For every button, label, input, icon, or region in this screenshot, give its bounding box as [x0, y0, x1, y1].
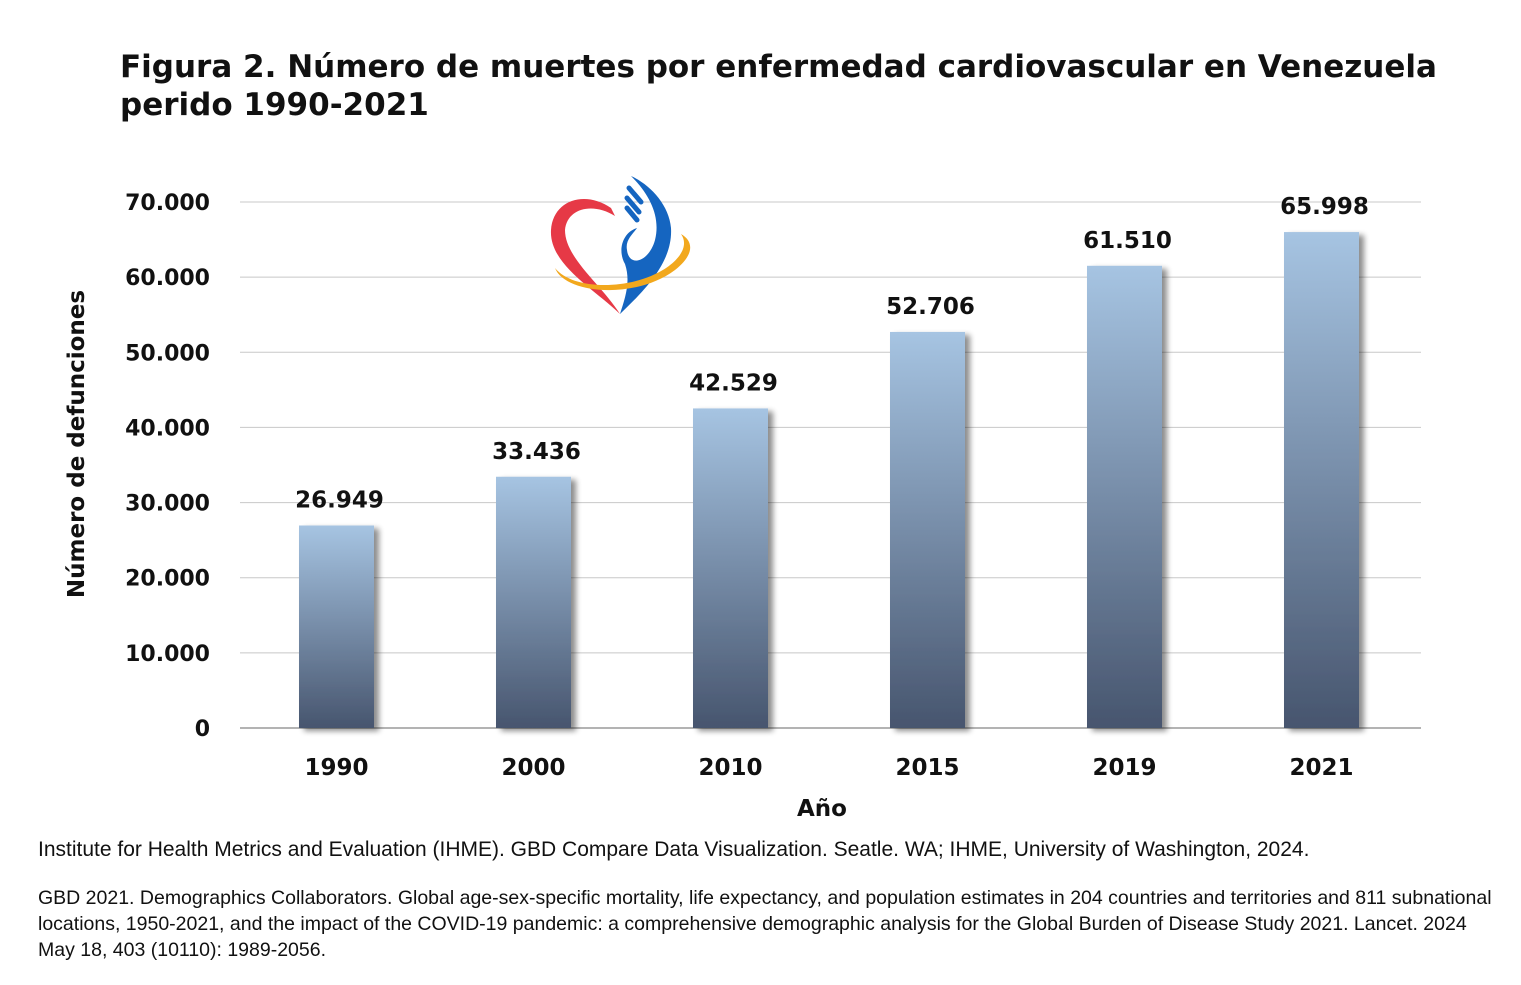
bars: [299, 232, 1359, 728]
x-tick-label: 1990: [304, 755, 368, 781]
y-tick-label: 40.000: [125, 416, 210, 441]
heart-logo: [550, 176, 691, 314]
chart-title: Figura 2. Número de muertes por enfermed…: [120, 49, 1437, 123]
bar: [299, 525, 374, 728]
logo-red-heart-stroke: [550, 199, 620, 314]
x-tick-labels: 1990 2000 2010 2015 2019 2021: [304, 755, 1353, 781]
data-label: 65.998: [1280, 194, 1369, 220]
bar: [1087, 265, 1162, 728]
x-tick-label: 2000: [501, 755, 565, 781]
source-citation-ihme: Institute for Health Metrics and Evaluat…: [38, 838, 1310, 861]
logo-yellow-ring: [555, 234, 691, 291]
bar: [693, 408, 768, 728]
logo-blue-fingers: [624, 185, 644, 223]
y-tick-labels: 0 10.000 20.000 30.000 40.000 50.000 60.000 70.…: [125, 191, 210, 742]
data-label: 61.510: [1083, 228, 1172, 254]
y-tick-label: 70.000: [125, 191, 210, 216]
x-tick-label: 2021: [1289, 755, 1353, 781]
bar: [496, 476, 571, 728]
y-tick-label: 20.000: [125, 567, 210, 592]
bar-chart: 0 10.000 20.000 30.000 40.000 50.000 60.000 70.…: [64, 176, 1421, 822]
bar: [890, 331, 965, 728]
y-tick-label: 30.000: [125, 492, 210, 517]
gridlines: [240, 201, 1421, 729]
bar: [1284, 232, 1359, 728]
y-tick-label: 0: [195, 717, 210, 742]
y-tick-label: 10.000: [125, 642, 210, 667]
data-labels: 26.949 33.436 42.529 52.706 61.510 65.998: [295, 194, 1369, 513]
data-label: 26.949: [295, 487, 384, 513]
data-label: 33.436: [492, 439, 581, 465]
source-citation-gbd: GBD 2021. Demographics Collaborators. Gl…: [38, 887, 1492, 961]
y-tick-label: 60.000: [125, 266, 210, 291]
x-tick-label: 2010: [698, 755, 762, 781]
x-tick-label: 2015: [895, 755, 959, 781]
data-label: 52.706: [886, 294, 975, 320]
x-tick-label: 2019: [1092, 755, 1156, 781]
x-axis-title: Año: [797, 796, 847, 822]
data-label: 42.529: [689, 370, 778, 396]
logo-blue-hand: [620, 176, 672, 314]
y-tick-label: 50.000: [125, 341, 210, 366]
y-axis-title: Número de defunciones: [64, 290, 90, 598]
